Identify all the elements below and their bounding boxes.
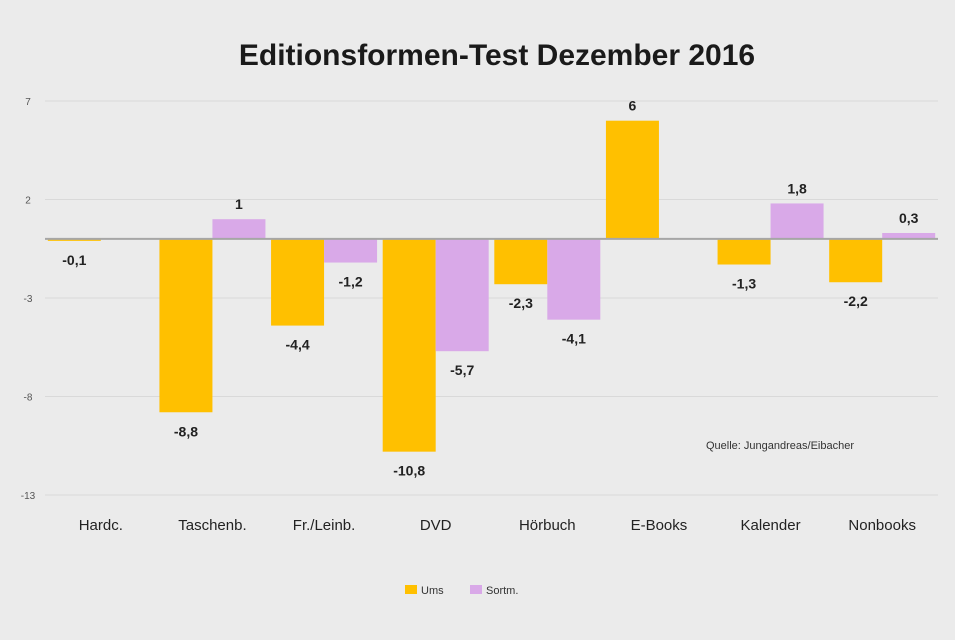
- data-label: 0,3: [899, 210, 919, 226]
- data-label: -0,1: [62, 252, 86, 268]
- data-label: -4,4: [286, 337, 310, 353]
- bar-ums-2: [271, 238, 325, 326]
- legend-swatch: [470, 585, 482, 594]
- bar-sortm-1: [212, 219, 266, 239]
- bar-sortm-3: [435, 238, 489, 352]
- bar-ums-4: [494, 238, 548, 285]
- data-label: -5,7: [450, 362, 474, 378]
- x-axis-category-labels: Hardc. Taschenb. Fr./Leinb. DVD Hörbuch E-Boo…: [79, 517, 916, 534]
- data-label: -2,3: [509, 295, 533, 311]
- data-label: -4,1: [562, 331, 586, 347]
- y-tick-label: 2: [25, 196, 31, 207]
- category-label: E-Books: [631, 517, 688, 534]
- bar-ums-3: [382, 238, 436, 452]
- data-label: -10,8: [393, 463, 425, 479]
- bar-sortm-2: [324, 238, 378, 263]
- data-label: 1,8: [787, 180, 807, 196]
- bar-sortm-4: [547, 238, 601, 320]
- bar-ums-7: [829, 238, 883, 283]
- y-tick-label: -13: [21, 491, 36, 502]
- bar-ums-1: [159, 238, 213, 413]
- legend-label: Sortm.: [486, 585, 518, 597]
- data-label: -1,2: [339, 274, 363, 290]
- bar-sortm-6: [770, 203, 824, 239]
- legend-label: Ums: [421, 585, 444, 597]
- category-label: Fr./Leinb.: [293, 517, 356, 534]
- category-label: Nonbooks: [848, 517, 916, 534]
- data-label: -1,3: [732, 276, 756, 292]
- bar-sortm-7: [882, 232, 936, 239]
- data-label: -8,8: [174, 423, 198, 439]
- bar-ums-6: [717, 238, 771, 265]
- category-label: DVD: [420, 517, 452, 534]
- y-tick-label: -8: [24, 393, 33, 404]
- category-label: Hörbuch: [519, 517, 576, 534]
- data-labels: -0,1 -8,8 1 -4,4 -1,2 -10,8 -5,7 -2,3 -4,1 6 -1,3 1…: [62, 98, 918, 479]
- data-label: 1: [235, 196, 243, 212]
- bars: [47, 120, 936, 452]
- y-tick-label: 7: [25, 97, 31, 108]
- data-label: 6: [629, 98, 637, 114]
- data-label: -2,2: [844, 293, 868, 309]
- legend-swatch: [405, 585, 417, 594]
- category-label: Hardc.: [79, 517, 123, 534]
- source-annotation: Quelle: Jungandreas/Eibacher: [706, 440, 854, 452]
- y-tick-label: -3: [24, 294, 33, 305]
- category-label: Kalender: [741, 517, 801, 534]
- y-axis-tick-labels: 7 2 -3 -8 -13: [21, 97, 36, 502]
- legend: Ums Sortm.: [405, 585, 518, 597]
- category-label: Taschenb.: [178, 517, 246, 534]
- bar-ums-5: [605, 120, 659, 239]
- chart-title: Editionsformen-Test Dezember 2016: [239, 39, 755, 72]
